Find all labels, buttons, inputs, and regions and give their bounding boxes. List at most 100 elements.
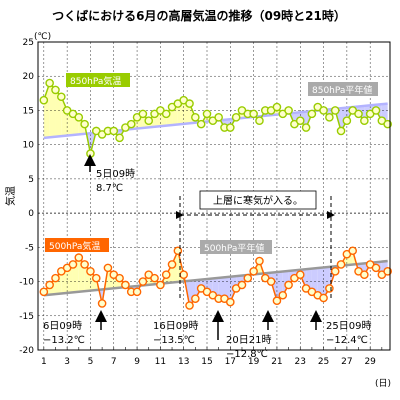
series-850-point <box>57 92 66 102</box>
annotation-day5: 5日09時 8.7℃ <box>84 154 135 194</box>
series-500-point <box>278 290 288 300</box>
series-500-point <box>161 270 171 280</box>
series-850-point <box>284 106 293 115</box>
x-tick-label: 29 <box>364 357 376 367</box>
x-tick-label: 17 <box>225 357 236 367</box>
cold-air-box <box>199 190 317 210</box>
series-500-point <box>371 263 381 273</box>
y-unit-label: (℃) <box>34 32 51 42</box>
y-tick-label: 25 <box>23 38 34 48</box>
series-850-point <box>80 119 89 129</box>
annotation-cold-air: 上層に寒気が入る。 <box>176 190 335 300</box>
series-500-fill <box>317 267 324 298</box>
series-500-point <box>80 260 89 269</box>
series-500-point <box>272 296 282 306</box>
legend-850-temp-label: 850hPa気温 <box>70 75 121 87</box>
series-500-point <box>330 266 340 276</box>
y-tick-label: -5 <box>25 243 34 253</box>
series-850-point <box>39 95 49 105</box>
series-850-point <box>86 149 95 158</box>
legend-850-normal: 850hPa平年値 <box>308 82 378 96</box>
series-500-point <box>237 280 247 290</box>
series-500-point <box>97 299 107 308</box>
series-850-point <box>330 106 340 115</box>
series-850-point <box>214 112 223 122</box>
series-850-fill <box>61 96 68 137</box>
x-tick-label: 19 <box>248 357 260 367</box>
series-850-point <box>336 126 346 136</box>
series-500-point <box>74 253 84 262</box>
x-tick-label: 23 <box>295 357 306 367</box>
y-tick-label: 5 <box>28 175 34 185</box>
series-850-point <box>115 133 124 143</box>
series-850-point <box>226 123 235 132</box>
series-500-point <box>249 266 258 276</box>
series-850-point <box>196 119 206 129</box>
series-850-point <box>325 112 334 122</box>
series-500-point <box>348 246 358 256</box>
series-850-point <box>249 109 258 119</box>
x-tick-label: 11 <box>155 357 166 367</box>
annotation-day5-time: 5日09時 <box>96 168 135 180</box>
cold-air-text: 上層に寒気が入る。 <box>213 194 303 207</box>
series-500-point <box>179 270 188 280</box>
annotation-day5-value: 8.7℃ <box>96 183 123 194</box>
series-500-point <box>86 266 95 276</box>
series-850-point <box>185 99 194 108</box>
annotation-day16-time: 16日09時 <box>153 320 198 332</box>
annotation-day20: 20日21時 −12.8℃ <box>226 334 271 360</box>
legend-500-temp: 500hPa気温 <box>45 238 109 252</box>
series-500-point <box>51 273 60 283</box>
series-850-fill <box>55 89 62 137</box>
y-tick-label: 0 <box>28 209 34 219</box>
series-500-point <box>284 280 293 290</box>
series-850-point <box>360 116 369 126</box>
series-850-point <box>295 116 305 126</box>
x-tick-label: 5 <box>88 357 94 367</box>
y-tick-label: -20 <box>19 346 34 356</box>
series-500-point <box>226 297 235 307</box>
series-500-point <box>156 280 165 290</box>
series-500-point <box>243 273 253 283</box>
x-tick-label: 3 <box>64 357 70 367</box>
annotation-day6: 6日09時 −13.2℃ <box>43 320 85 346</box>
annotation-day25-time: 25日09時 <box>326 320 371 332</box>
series-850-point <box>191 112 200 122</box>
series-500-point <box>185 301 194 310</box>
y-tick-label: 20 <box>23 72 35 82</box>
series-500-point <box>295 270 305 280</box>
legend-850-normal-label: 850hPa平年値 <box>312 84 372 96</box>
series-850-point <box>161 109 171 119</box>
x-tick-label: 21 <box>271 357 282 367</box>
series-500-point <box>39 287 49 297</box>
series-850-point <box>109 126 119 136</box>
series-500-point <box>255 256 264 266</box>
annotation-day16-value: −13.5℃ <box>153 335 195 346</box>
series-850-point <box>51 85 60 95</box>
legend-500-temp-label: 500hPa気温 <box>49 240 100 252</box>
legend-500-temp-box <box>45 238 109 252</box>
legend-850-temp-box <box>66 73 130 87</box>
series-500-point <box>383 266 392 276</box>
legend-850-normal-box <box>308 82 378 96</box>
y-tick-label: 10 <box>23 141 35 151</box>
series-850-point <box>255 116 264 126</box>
series-850-point <box>74 112 84 122</box>
legend-500-normal-label: 500hPa平年値 <box>204 242 264 254</box>
series-500-fill <box>218 277 225 299</box>
series-850-point <box>307 109 317 119</box>
series-500-point <box>325 284 334 293</box>
x-tick-label: 25 <box>318 357 329 367</box>
series-500-point <box>115 273 124 283</box>
series-850-point <box>138 109 148 119</box>
x-tick-label: 7 <box>111 357 117 367</box>
series-500-point <box>360 270 369 280</box>
series-500-point <box>150 273 159 283</box>
chart-title: つくばにおける6月の高層気温の推移（09時と21時） <box>52 8 346 23</box>
x-tick-label: 27 <box>341 357 352 367</box>
series-500-point <box>45 280 54 290</box>
legend-850-temp: 850hPa気温 <box>66 73 130 87</box>
series-850-point <box>202 109 212 119</box>
series-850-point <box>371 106 381 115</box>
